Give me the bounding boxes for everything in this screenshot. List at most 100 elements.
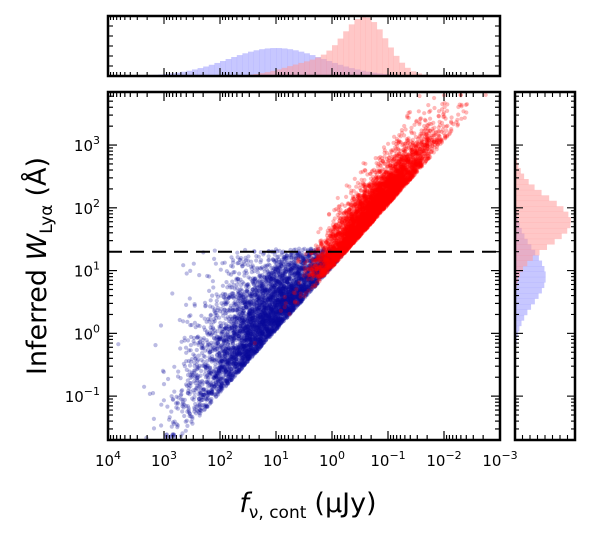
scatter-point xyxy=(248,317,253,322)
scatter-point xyxy=(202,354,207,359)
scatter-point xyxy=(181,263,186,268)
histogram-bar xyxy=(515,314,525,321)
scatter-point xyxy=(192,353,197,358)
scatter-point xyxy=(185,423,190,428)
scatter-point xyxy=(291,263,296,268)
scatter-point xyxy=(260,285,265,290)
histogram-bar xyxy=(287,49,294,76)
scatter-point xyxy=(151,426,157,431)
scatter-point xyxy=(301,258,306,263)
scatter-point xyxy=(284,292,289,297)
scatter-point xyxy=(267,307,272,312)
scatter-point xyxy=(308,286,313,292)
scatter-point xyxy=(205,340,210,345)
scatter-point xyxy=(219,359,224,364)
scatter-point xyxy=(252,339,257,345)
scatter-point xyxy=(270,308,275,313)
scatter-point xyxy=(269,332,274,337)
right-histogram-bars xyxy=(515,146,571,359)
histogram-bar xyxy=(225,59,232,76)
histogram-bar xyxy=(515,244,548,250)
scatter-point xyxy=(205,375,210,380)
histogram-bar xyxy=(515,276,546,283)
scatter-point xyxy=(240,264,245,269)
scatter-point xyxy=(242,318,247,323)
scatter-point xyxy=(208,298,213,303)
histogram-bar xyxy=(231,57,238,76)
histogram-bar xyxy=(332,45,338,76)
histogram-bar xyxy=(281,48,288,76)
scatter-point xyxy=(291,302,296,308)
scatter-point xyxy=(250,280,256,285)
histogram-bar xyxy=(388,47,394,76)
scatter-point xyxy=(237,368,242,373)
scatter-point xyxy=(175,423,180,428)
histogram-bar xyxy=(292,50,299,76)
scatter-point xyxy=(245,262,251,267)
scatter-point xyxy=(167,417,172,422)
scatter-point xyxy=(309,282,315,287)
scatter-point xyxy=(234,361,239,366)
histogram-bar xyxy=(214,62,221,76)
scatter-point xyxy=(304,286,309,292)
scatter-point xyxy=(202,300,208,305)
scatter-point xyxy=(245,349,250,354)
scatter-point xyxy=(246,356,251,361)
scatter-point xyxy=(179,392,184,397)
scatter-point xyxy=(197,402,202,407)
scatter-point xyxy=(232,374,237,379)
scatter-point xyxy=(236,296,241,301)
scatter-point xyxy=(200,397,205,402)
scatter-point xyxy=(217,377,222,382)
scatter-point xyxy=(246,312,251,317)
scatter-point xyxy=(255,300,260,305)
scatter-point xyxy=(225,346,230,351)
scatter-point xyxy=(201,359,206,364)
scatter-point xyxy=(212,256,217,261)
scatter-point xyxy=(233,354,238,359)
scatter-point xyxy=(212,357,217,362)
scatter-point xyxy=(242,317,247,323)
scatter-point xyxy=(236,369,241,375)
scatter-point xyxy=(278,288,283,293)
scatter-point xyxy=(299,299,304,304)
histogram-bar xyxy=(315,57,322,76)
scatter-point xyxy=(223,368,228,373)
scatter-point xyxy=(248,325,253,330)
scatter-point xyxy=(245,331,250,336)
scatter-point xyxy=(237,271,242,276)
scatter-point xyxy=(191,388,196,393)
scatter-point xyxy=(276,313,281,318)
scatter-point xyxy=(191,261,196,266)
histogram-bar xyxy=(515,233,562,240)
scatter-point xyxy=(243,326,248,331)
scatter-point xyxy=(231,374,236,379)
histogram-bar xyxy=(416,73,422,76)
scatter-point xyxy=(282,271,288,276)
scatter-point xyxy=(217,368,222,373)
scatter-point xyxy=(248,350,253,355)
scatter-point xyxy=(249,316,254,321)
scatter-point xyxy=(185,319,190,324)
scatter-point xyxy=(285,299,290,304)
scatter-point xyxy=(208,365,213,370)
scatter-point xyxy=(215,371,220,376)
scatter-point xyxy=(233,364,238,369)
scatter-point xyxy=(202,327,207,332)
scatter-point xyxy=(341,246,346,251)
scatter-point xyxy=(307,264,312,269)
scatter-point xyxy=(238,341,243,346)
scatter-point xyxy=(276,316,281,321)
histogram-bar xyxy=(515,276,518,283)
scatter-point xyxy=(293,289,298,294)
scatter-point xyxy=(305,284,310,289)
scatter-point xyxy=(250,278,255,283)
histogram-bar xyxy=(220,61,226,76)
scatter-point xyxy=(256,279,261,284)
top-histogram-bars xyxy=(130,16,434,77)
scatter-point xyxy=(293,256,298,261)
scatter-point xyxy=(232,319,237,324)
scatter-point xyxy=(183,419,188,424)
scatter-point xyxy=(269,328,274,334)
scatter-point xyxy=(254,323,260,328)
